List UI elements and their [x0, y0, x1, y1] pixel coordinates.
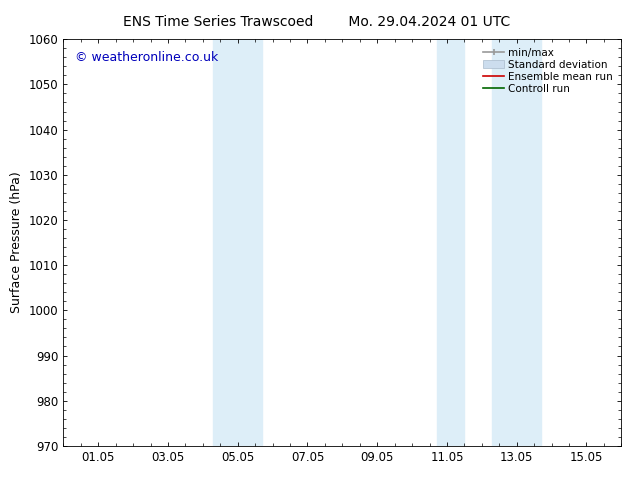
Text: ENS Time Series Trawscoed        Mo. 29.04.2024 01 UTC: ENS Time Series Trawscoed Mo. 29.04.2024… — [124, 15, 510, 29]
Y-axis label: Surface Pressure (hPa): Surface Pressure (hPa) — [10, 172, 23, 314]
Legend: min/max, Standard deviation, Ensemble mean run, Controll run: min/max, Standard deviation, Ensemble me… — [480, 45, 616, 97]
Bar — [493, 39, 541, 446]
Bar — [238, 39, 262, 446]
Text: © weatheronline.co.uk: © weatheronline.co.uk — [75, 51, 218, 64]
Bar — [213, 39, 238, 446]
Bar — [436, 39, 464, 446]
